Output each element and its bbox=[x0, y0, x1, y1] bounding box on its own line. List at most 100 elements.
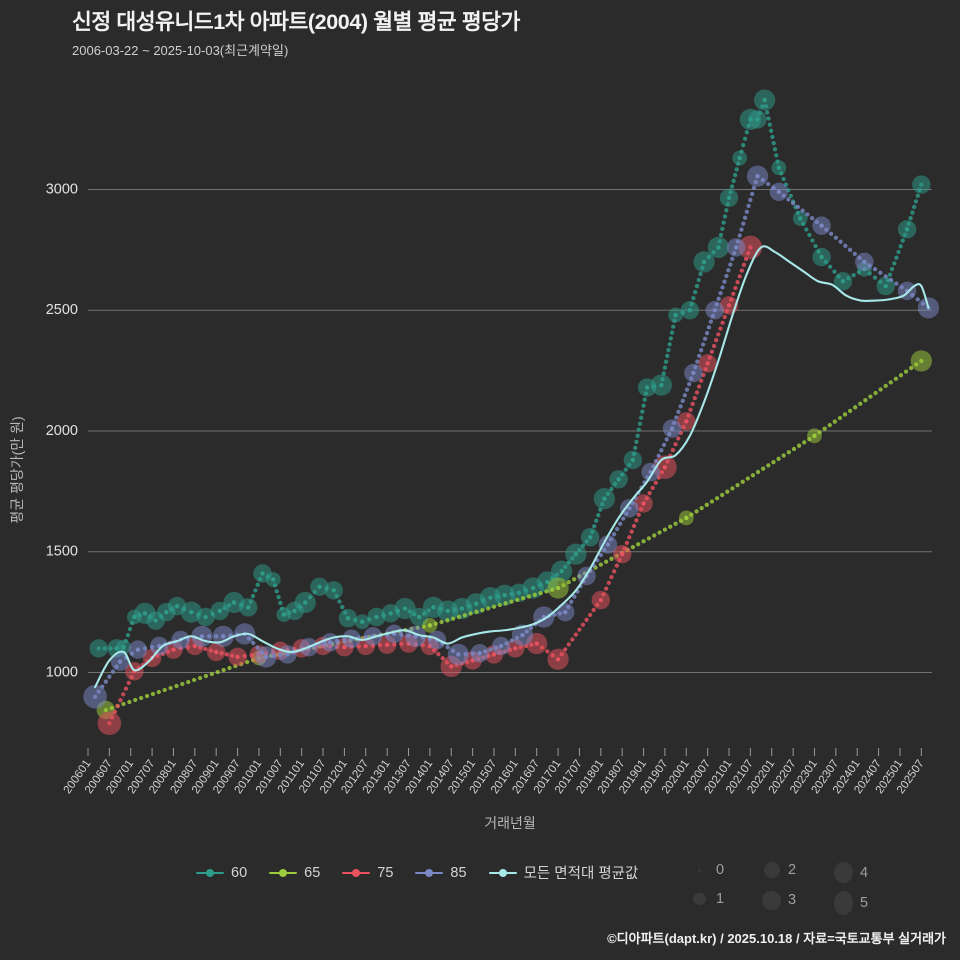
series-connector-dot bbox=[451, 616, 456, 621]
series-connector-dot bbox=[912, 204, 917, 210]
data-point-bubble bbox=[623, 450, 643, 470]
size-legend-label: 1 bbox=[716, 891, 725, 907]
data-point-bubble bbox=[593, 488, 615, 510]
size-legend-bubble-icon bbox=[762, 891, 781, 910]
series-connector-dot bbox=[670, 447, 676, 453]
series-connector-dot bbox=[118, 698, 123, 703]
size-legend-bubble-icon bbox=[763, 862, 780, 878]
size-legend-label: 5 bbox=[860, 894, 869, 911]
series-connector-dot bbox=[594, 518, 599, 523]
series-connector-dot bbox=[722, 279, 727, 284]
data-point-bubble bbox=[89, 639, 108, 658]
series-connector-dot bbox=[741, 143, 746, 148]
legend-swatch-icon bbox=[488, 867, 517, 879]
data-point-bubble bbox=[807, 428, 822, 444]
series-connector-dot bbox=[627, 535, 632, 540]
data-point-bubble bbox=[693, 251, 715, 273]
series-connector-dot bbox=[708, 319, 714, 324]
series-connector-dot bbox=[903, 369, 909, 374]
series-connector-dot bbox=[774, 153, 779, 158]
data-point-bubble bbox=[792, 211, 808, 226]
series-connector-dot bbox=[497, 602, 502, 608]
data-point-bubble bbox=[609, 470, 628, 489]
series-connector-dot bbox=[617, 521, 623, 526]
data-point-bubble bbox=[662, 419, 682, 438]
series-connector-dot bbox=[694, 283, 700, 289]
data-point-bubble bbox=[668, 307, 683, 323]
size-legend-bubble-icon bbox=[693, 892, 706, 906]
series-connector-dot bbox=[520, 596, 526, 601]
legend-item-75[interactable]: 75 bbox=[342, 865, 393, 881]
size-legend-bubble-icon bbox=[834, 862, 853, 884]
series-connector-dot bbox=[739, 227, 744, 232]
series-connector-dot bbox=[621, 516, 626, 521]
series-connector-dot bbox=[887, 272, 893, 277]
series-connector-dot bbox=[807, 232, 812, 238]
series-connector-dot bbox=[596, 513, 601, 518]
series-connector-dot bbox=[804, 227, 809, 232]
series-connector-dot bbox=[646, 536, 652, 541]
series-connector-dot bbox=[587, 612, 593, 618]
legend-item-85[interactable]: 85 bbox=[415, 865, 467, 881]
series-connector-dot bbox=[203, 646, 208, 652]
series-connector-dot bbox=[731, 291, 736, 296]
data-point-bubble bbox=[294, 591, 316, 614]
series-connector-dot bbox=[735, 482, 740, 488]
data-point-bubble bbox=[555, 602, 575, 622]
series-connector-dot bbox=[566, 580, 571, 585]
series-connector-dot bbox=[162, 687, 167, 693]
series-connector-dot bbox=[682, 393, 687, 398]
series-connector-dot bbox=[633, 445, 638, 451]
series-connector-dot bbox=[491, 604, 497, 609]
series-connector-dot bbox=[894, 281, 899, 286]
page-title: 신정 대성유니드1차 아파트(2004) 월별 평균 평당가 bbox=[72, 10, 521, 34]
series-legend: 60 65 75 85 모든 면적대 평균값 bbox=[196, 862, 660, 883]
series-connector-dot bbox=[456, 614, 462, 620]
series-connector-dot bbox=[180, 681, 185, 687]
series-connector-dot bbox=[641, 403, 646, 408]
series-connector-dot bbox=[107, 674, 112, 679]
series-connector-dot bbox=[676, 436, 681, 441]
series-connector-dot bbox=[898, 373, 904, 378]
series-connector-dot bbox=[699, 378, 704, 383]
series-connector-dot bbox=[766, 116, 771, 121]
series-connector-dot bbox=[873, 390, 878, 396]
data-point-bubble bbox=[812, 247, 831, 267]
series-connector-dot bbox=[604, 559, 609, 564]
series-connector-dot bbox=[133, 697, 138, 703]
legend-item-65[interactable]: 65 bbox=[269, 865, 320, 881]
data-point-bubble bbox=[684, 363, 703, 383]
legend-item-60[interactable]: 60 bbox=[196, 865, 247, 881]
series-connector-dot bbox=[630, 544, 636, 550]
series-connector-dot bbox=[696, 277, 701, 283]
series-connector-dot bbox=[691, 295, 696, 301]
series-connector-dot bbox=[716, 296, 721, 301]
series-connector-dot bbox=[606, 580, 611, 586]
series-60 bbox=[89, 89, 931, 658]
series-connector-dot bbox=[125, 632, 131, 638]
series-connector-dot bbox=[624, 540, 630, 546]
series-connector-dot bbox=[604, 586, 609, 591]
series-connector-dot bbox=[704, 330, 710, 336]
series-connector-dot bbox=[847, 408, 853, 414]
series-connector-dot bbox=[720, 285, 725, 290]
series-connector-dot bbox=[889, 266, 895, 272]
series-connector-dot bbox=[888, 277, 894, 283]
series-connector-dot bbox=[445, 618, 450, 623]
data-point-bubble bbox=[547, 577, 569, 599]
series-connector-dot bbox=[766, 463, 771, 468]
data-point-bubble bbox=[394, 597, 416, 620]
legend-item-모든 면적대 평균값[interactable]: 모든 면적대 평균값 bbox=[488, 862, 638, 883]
series-connector-dot bbox=[704, 502, 709, 507]
series-connector-dot bbox=[699, 505, 704, 511]
series-connector-dot bbox=[745, 476, 750, 481]
data-point-bubble bbox=[565, 543, 587, 565]
series-connector-dot bbox=[733, 285, 738, 291]
series-connector-dot bbox=[611, 532, 617, 537]
series-connector-dot bbox=[580, 622, 586, 627]
series-connector-dot bbox=[697, 353, 702, 359]
series-connector-dot bbox=[872, 267, 878, 272]
series-connector-dot bbox=[592, 524, 597, 529]
series-connector-dot bbox=[584, 617, 589, 622]
series-connector-dot bbox=[656, 453, 661, 458]
